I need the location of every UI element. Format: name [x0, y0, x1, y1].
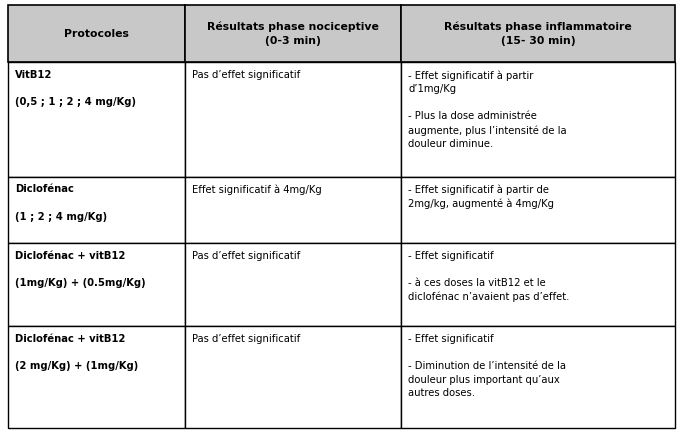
Bar	[402, 326, 675, 428]
Text: Diclofénac + vitB12

(1mg/Kg) + (0.5mg/Kg): Diclofénac + vitB12 (1mg/Kg) + (0.5mg/Kg…	[15, 251, 145, 288]
Bar	[185, 326, 402, 428]
Text: - Effet significatif

- à ces doses la vitB12 et le
diclofénac n’avaient pas d’e: - Effet significatif - à ces doses la vi…	[408, 251, 570, 302]
Bar	[8, 62, 185, 177]
Bar	[402, 243, 675, 326]
Text: Protocoles: Protocoles	[64, 29, 129, 39]
Bar	[8, 177, 185, 243]
Bar	[402, 177, 675, 243]
Text: Pas d’effet significatif: Pas d’effet significatif	[192, 251, 300, 261]
Text: Diclofénac + vitB12

(2 mg/Kg) + (1mg/Kg): Diclofénac + vitB12 (2 mg/Kg) + (1mg/Kg)	[15, 334, 138, 371]
Bar	[8, 326, 185, 428]
Bar	[8, 243, 185, 326]
Bar	[8, 5, 185, 62]
Text: Résultats phase nociceptive
(0-3 min): Résultats phase nociceptive (0-3 min)	[207, 22, 379, 45]
Text: Pas d’effet significatif: Pas d’effet significatif	[192, 334, 300, 344]
Bar	[402, 62, 675, 177]
Text: VitB12

(0,5 ; 1 ; 2 ; 4 mg/Kg): VitB12 (0,5 ; 1 ; 2 ; 4 mg/Kg)	[15, 70, 136, 107]
Text: Pas d’effet significatif: Pas d’effet significatif	[192, 70, 300, 80]
Bar	[185, 243, 402, 326]
Text: Effet significatif à 4mg/Kg: Effet significatif à 4mg/Kg	[192, 184, 322, 195]
Text: Résultats phase inflammatoire
(15- 30 min): Résultats phase inflammatoire (15- 30 mi…	[444, 22, 632, 45]
Text: - Effet significatif

- Diminution de l’intensité de la
douleur plus important q: - Effet significatif - Diminution de l’i…	[408, 334, 566, 398]
Bar	[185, 62, 402, 177]
Bar	[185, 5, 402, 62]
Text: - Effet significatif à partir de
2mg/kg, augmenté à 4mg/Kg: - Effet significatif à partir de 2mg/kg,…	[408, 184, 555, 209]
Text: Diclofénac

(1 ; 2 ; 4 mg/Kg): Diclofénac (1 ; 2 ; 4 mg/Kg)	[15, 184, 107, 222]
Bar	[185, 177, 402, 243]
Bar	[402, 5, 675, 62]
Text: - Effet significatif à partir
d’1mg/Kg

- Plus la dose administrée
augmente, plu: - Effet significatif à partir d’1mg/Kg -…	[408, 70, 567, 149]
